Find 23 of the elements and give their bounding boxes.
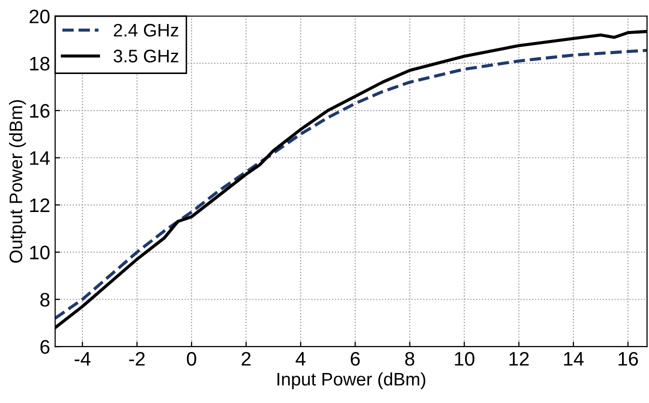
legend-label: 2.4 GHz xyxy=(114,24,178,37)
y-tick-label: 8 xyxy=(40,292,50,307)
y-tick-label: 16 xyxy=(30,104,50,118)
x-tick-label: 10 xyxy=(454,352,474,366)
x-tick-label: 2 xyxy=(242,352,251,366)
y-axis-title: Output Power (dBm) xyxy=(9,100,26,263)
x-axis-title: Input Power (dBm) xyxy=(278,372,426,390)
x-tick-label: 8 xyxy=(405,352,414,366)
legend-label: 3.5 GHz xyxy=(114,50,178,62)
x-tick-label: 14 xyxy=(564,352,584,366)
x-tick-label: -2 xyxy=(129,352,145,366)
x-tick-label: 4 xyxy=(296,352,306,366)
x-tick-label: 0 xyxy=(186,352,196,366)
x-tick-label: 12 xyxy=(510,352,529,366)
x-tick-label: 6 xyxy=(350,352,360,366)
y-tick-label: 10 xyxy=(30,246,50,260)
x-tick-label: -4 xyxy=(74,352,91,366)
y-tick-label: 18 xyxy=(30,56,50,71)
y-tick-label: 12 xyxy=(30,198,50,212)
y-tick-label: 20 xyxy=(30,10,50,24)
y-tick-label: 14 xyxy=(30,151,50,165)
x-tick-label: 16 xyxy=(618,352,638,366)
y-tick-label: 6 xyxy=(40,340,50,354)
